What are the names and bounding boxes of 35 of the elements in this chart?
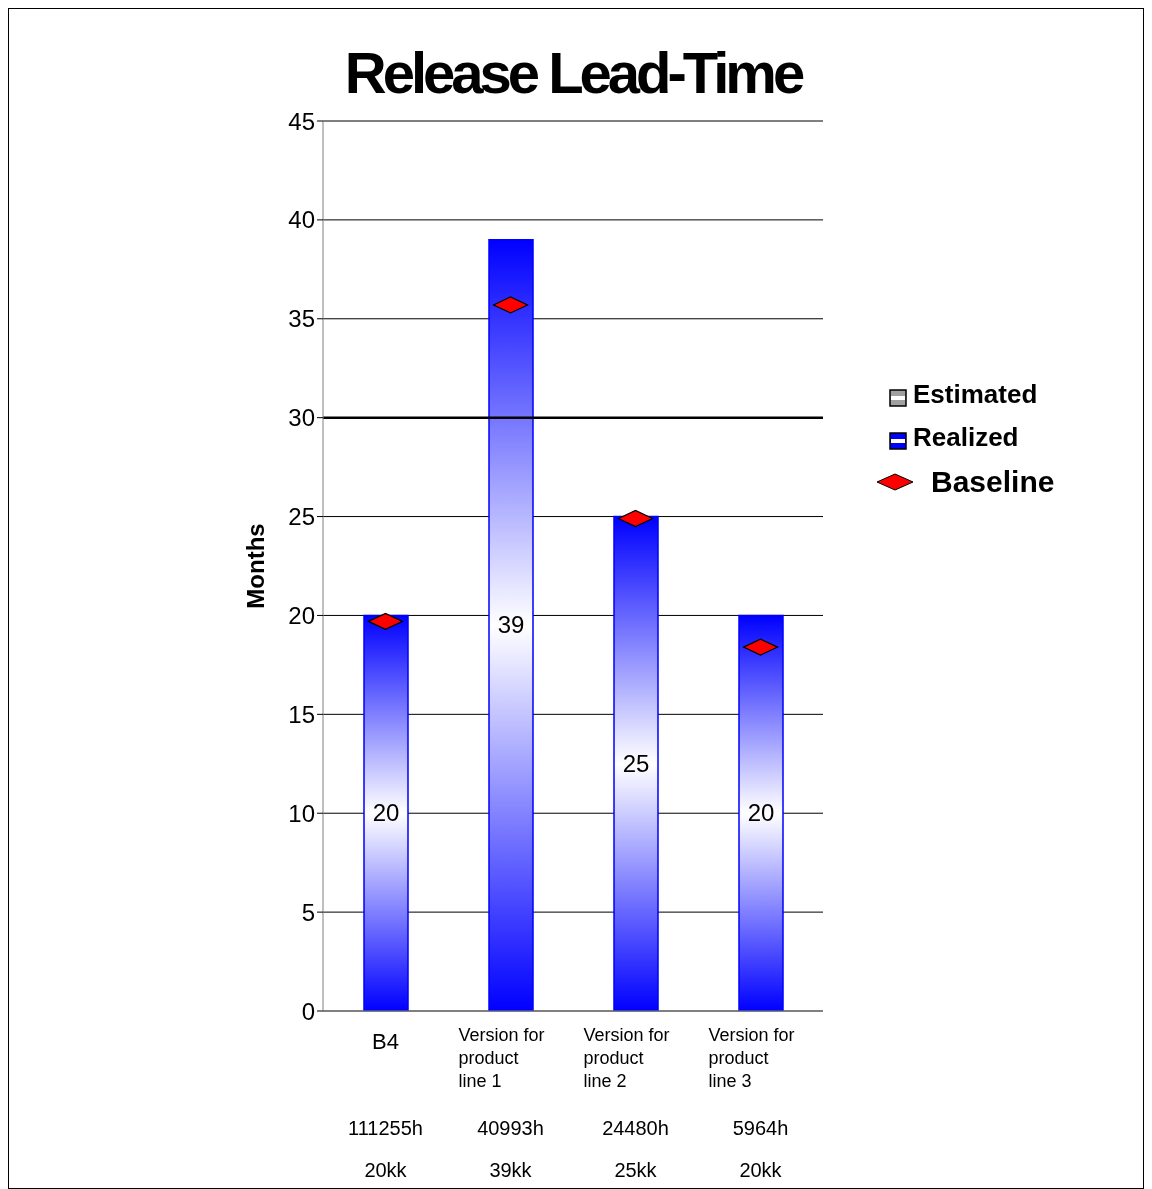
- text: 111255h: [347, 1117, 424, 1140]
- y-tick-label: 30: [288, 404, 315, 432]
- y-axis-title: Months: [241, 523, 269, 609]
- data-label: 39: [497, 611, 525, 639]
- y-tick-label: 20: [288, 601, 315, 629]
- bar: [613, 515, 659, 1011]
- bar: [738, 614, 784, 1011]
- data-label: 20: [747, 799, 775, 827]
- text: 20kk: [738, 1159, 783, 1182]
- y-tick-label: 45: [288, 107, 315, 135]
- text: 24480h: [601, 1117, 670, 1140]
- y-tick-label: 10: [288, 799, 315, 827]
- data-label: 20: [372, 799, 400, 827]
- x-tick-label: Version for product line 2: [583, 1025, 670, 1091]
- x-tick-label: B4: [372, 1029, 399, 1054]
- bar: [488, 238, 534, 1011]
- data-label: 25: [622, 749, 650, 777]
- text: 39kk: [488, 1159, 533, 1182]
- y-tick-label: 15: [288, 700, 315, 728]
- text: 25kk: [613, 1159, 658, 1182]
- chart-title: Release Lead-Time: [343, 39, 803, 106]
- text: 40993h: [476, 1117, 545, 1140]
- y-tick-label: 35: [288, 305, 315, 333]
- legend-label: Baseline: [931, 465, 1055, 499]
- y-tick-label: 0: [301, 997, 315, 1025]
- y-tick-label: 25: [288, 503, 315, 531]
- x-tick-label: Version for product line 3: [708, 1025, 795, 1091]
- bar: [363, 614, 409, 1011]
- y-tick-label: 5: [301, 898, 315, 926]
- legend-label: Estimated: [913, 379, 1038, 410]
- text: 5964h: [731, 1117, 790, 1140]
- legend-label: Realized: [913, 422, 1019, 453]
- text: 20kk: [363, 1159, 408, 1182]
- y-tick-label: 40: [288, 206, 315, 234]
- x-tick-label: Version for product line 1: [458, 1025, 545, 1091]
